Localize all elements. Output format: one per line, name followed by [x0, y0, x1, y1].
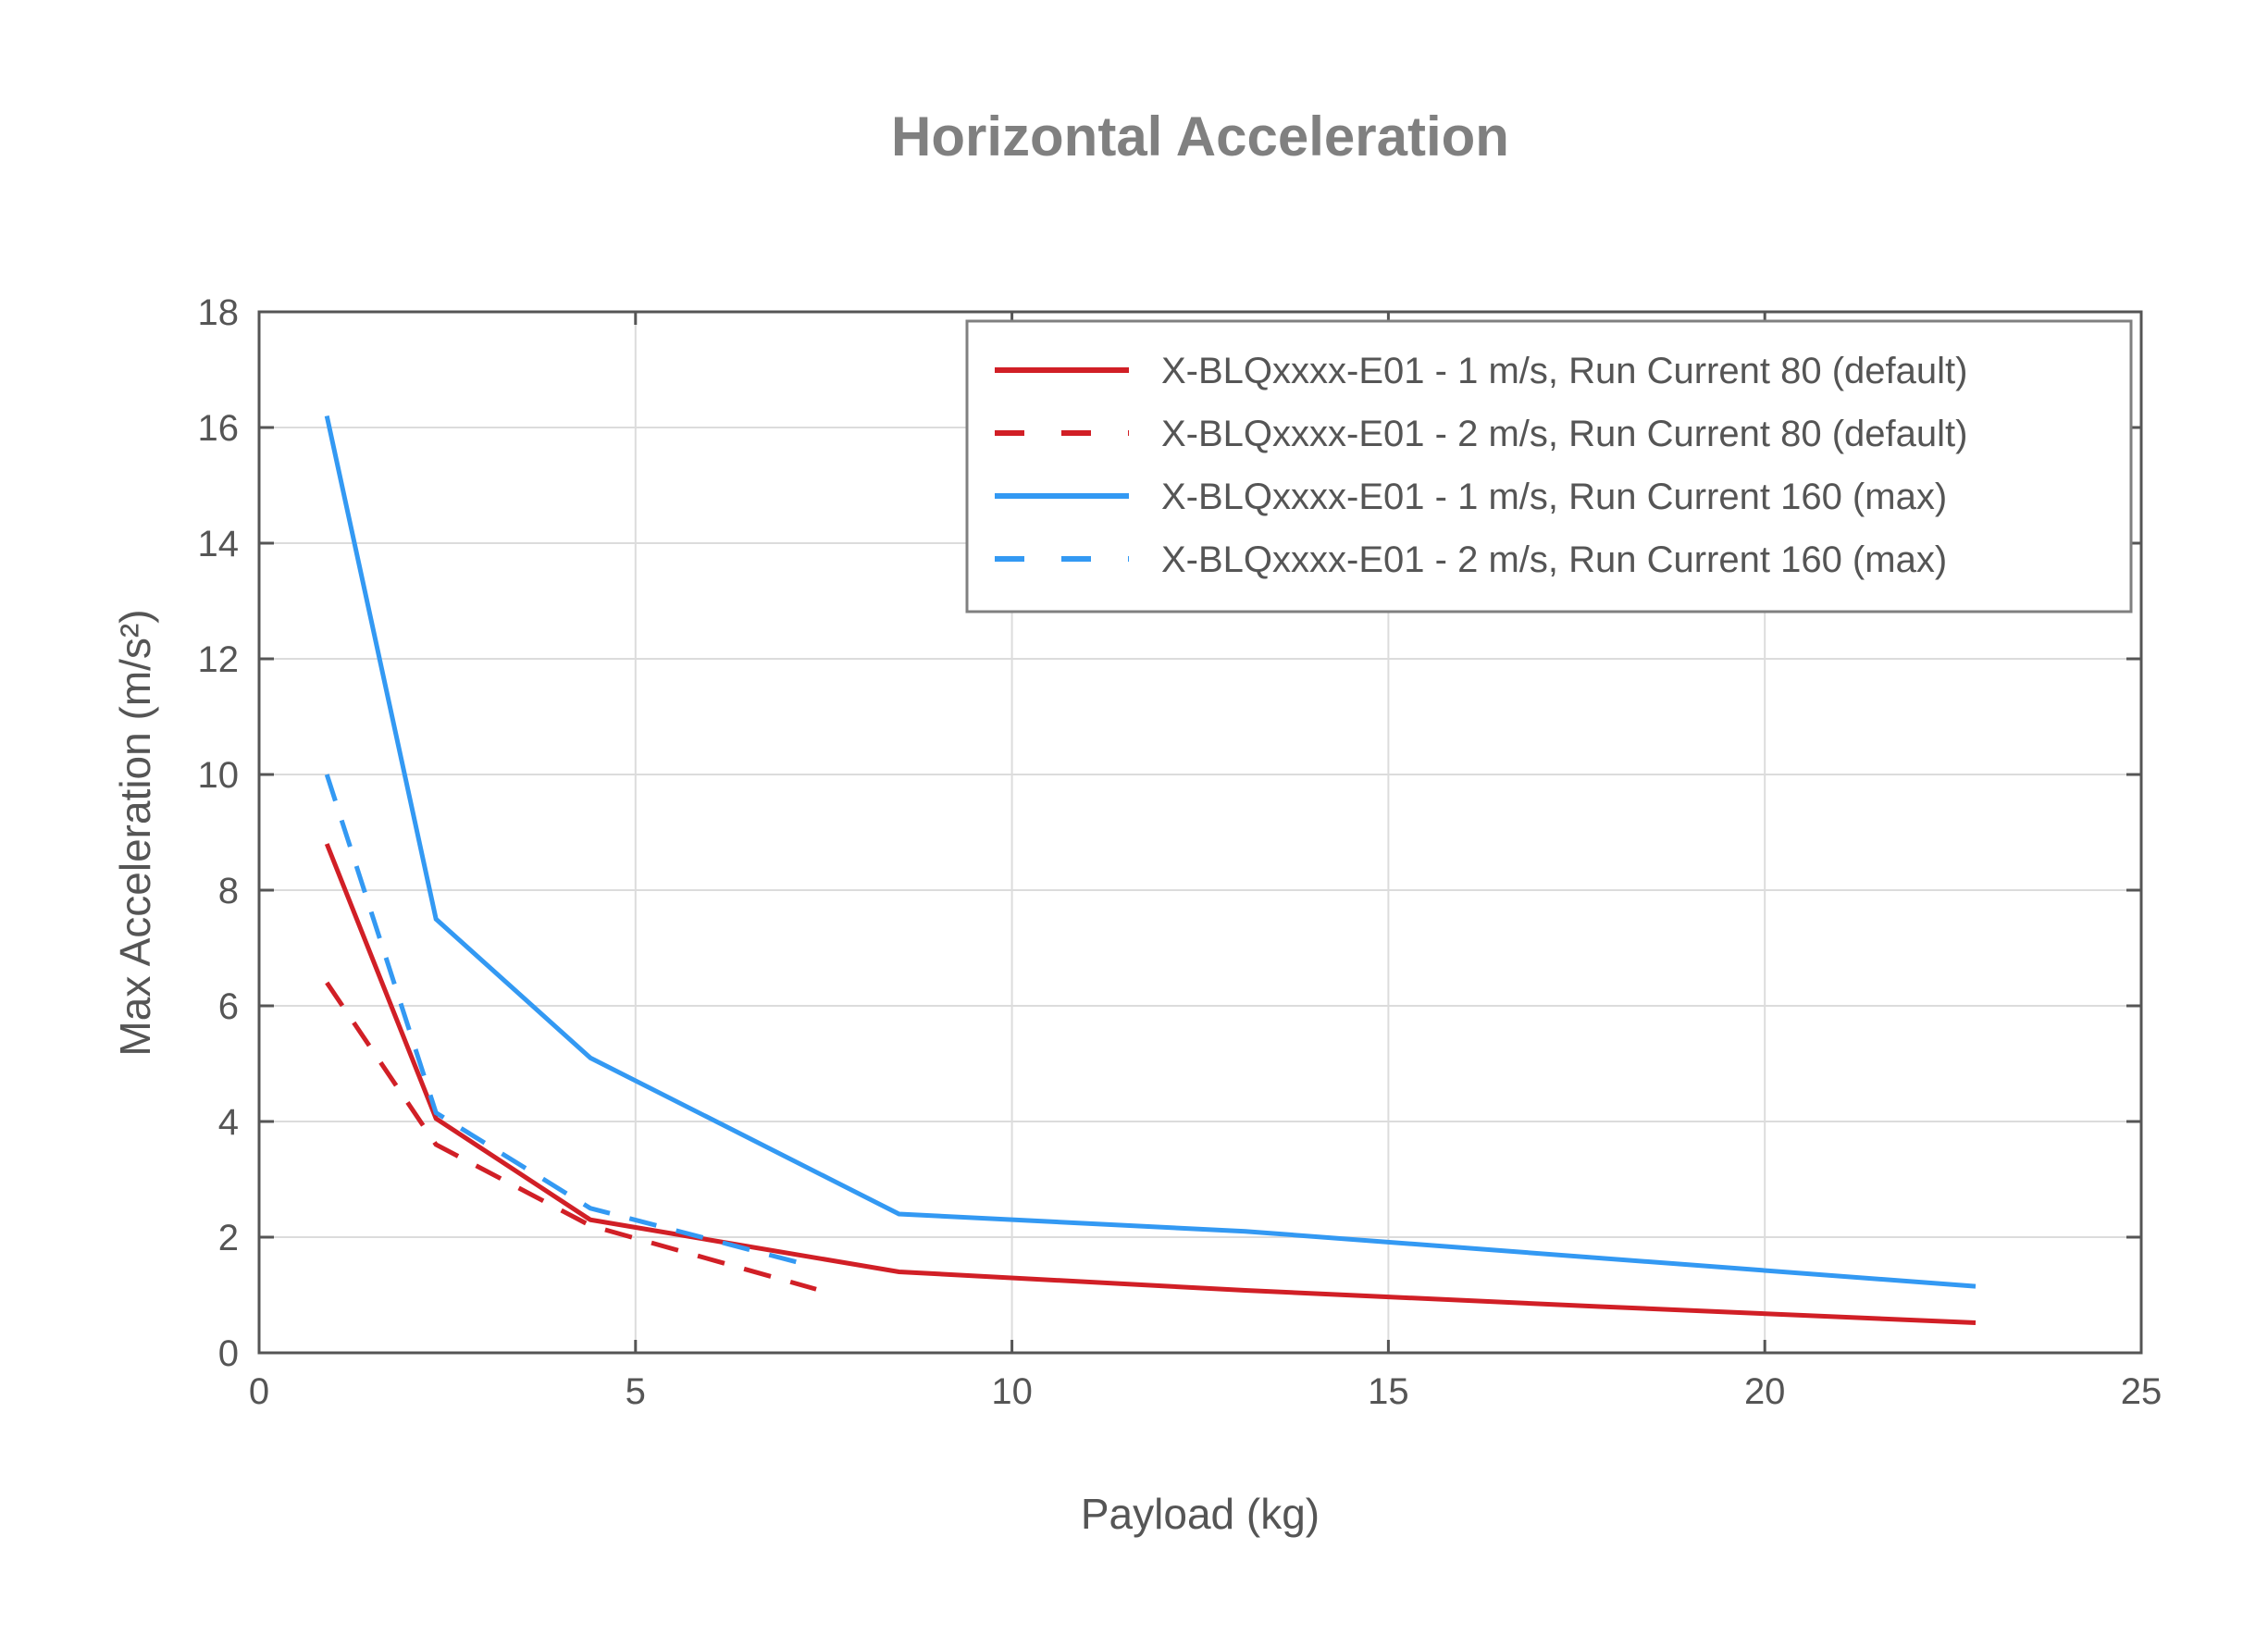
x-tick-label: 5 [626, 1371, 646, 1412]
legend-label: X-BLQxxxx-E01 - 2 m/s, Run Current 80 (d… [1161, 414, 1967, 454]
y-tick-label: 14 [198, 524, 240, 564]
x-tick-label: 15 [1368, 1371, 1409, 1412]
legend-label: X-BLQxxxx-E01 - 1 m/s, Run Current 80 (d… [1161, 351, 1967, 391]
plot-frame [257, 310, 2143, 1355]
series-line [324, 415, 1977, 1289]
legend-label: X-BLQxxxx-E01 - 2 m/s, Run Current 160 (… [1161, 539, 1947, 580]
x-tick-label: 0 [249, 1371, 269, 1412]
y-axis-label: Max Acceleration (m/s²) [111, 609, 159, 1056]
y-tick-label: 12 [198, 639, 240, 680]
x-tick-label: 20 [1744, 1371, 1786, 1412]
y-tick-label: 0 [218, 1333, 239, 1374]
y-tick-label: 6 [218, 986, 239, 1027]
series-line [324, 774, 802, 1266]
legend: X-BLQxxxx-E01 - 1 m/s, Run Current 80 (d… [965, 319, 2133, 613]
x-axis-label: Payload (kg) [1081, 1490, 1320, 1538]
y-tick-label: 8 [218, 871, 239, 911]
series-layer [324, 415, 1977, 1325]
y-tick-label: 10 [198, 755, 240, 796]
y-tick-label: 16 [198, 408, 240, 449]
legend-box [965, 319, 2133, 613]
series-line [324, 843, 1977, 1325]
x-tick-label: 10 [991, 1371, 1033, 1412]
x-tick-label: 25 [2121, 1371, 2163, 1412]
series-line [325, 981, 817, 1292]
ticks: 0 5 10 15 20 25 0 2 4 6 8 10 12 14 16 18 [198, 292, 2163, 1412]
y-tick-label: 2 [218, 1218, 239, 1258]
chart-title: Horizontal Acceleration [891, 105, 1509, 167]
y-tick-label: 4 [218, 1102, 239, 1143]
legend-label: X-BLQxxxx-E01 - 1 m/s, Run Current 160 (… [1161, 477, 1947, 517]
y-tick-label: 18 [198, 292, 240, 333]
